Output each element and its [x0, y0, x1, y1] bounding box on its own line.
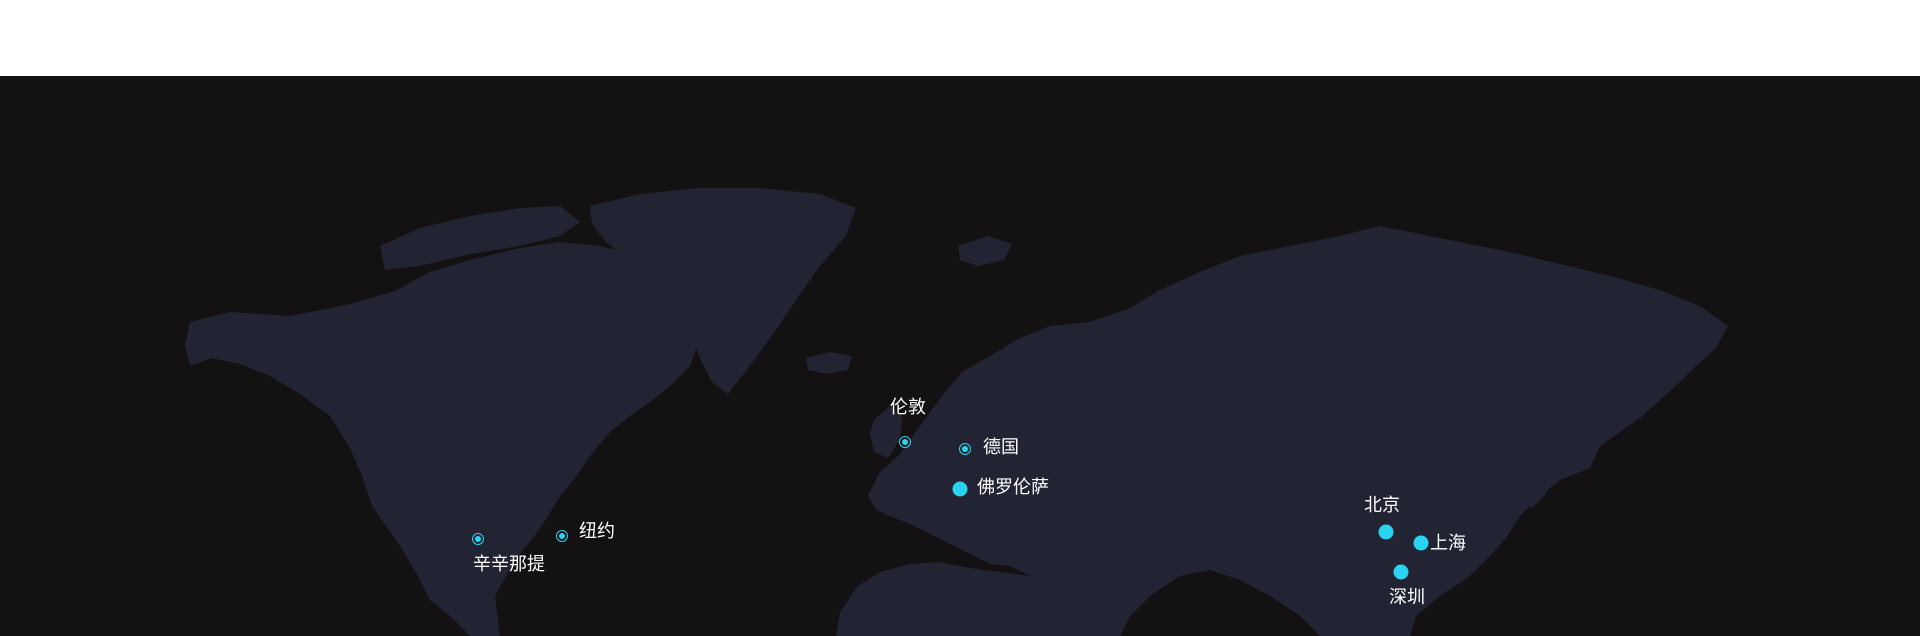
top-blank-area — [0, 0, 1920, 76]
shenzhen-label: 深圳 — [1389, 587, 1425, 608]
florence-marker[interactable] — [952, 481, 968, 497]
world-map-landmass — [185, 188, 1728, 636]
beijing-label: 北京 — [1364, 495, 1400, 516]
new-york-label: 纽约 — [579, 521, 615, 542]
eurasia-landmass — [868, 226, 1728, 636]
germany-marker[interactable] — [959, 443, 971, 455]
iceland-landmass — [806, 352, 852, 374]
japan-landmass — [1522, 420, 1570, 508]
world-map: 辛辛那提 纽约 伦敦 德国 佛罗伦萨 北京 上海 深圳 — [0, 76, 1920, 636]
taiwan-landmass — [1430, 568, 1444, 590]
germany-label: 德国 — [983, 437, 1019, 458]
british-isles-landmass — [870, 406, 902, 458]
shenzhen-marker[interactable] — [1393, 564, 1409, 580]
north-america-landmass — [185, 242, 700, 636]
svalbard-landmass — [958, 236, 1012, 266]
beijing-marker[interactable] — [1378, 524, 1394, 540]
arctic-islands-landmass — [380, 206, 580, 270]
africa-landmass — [836, 562, 1080, 636]
shanghai-marker[interactable] — [1413, 535, 1429, 551]
cincinnati-marker[interactable] — [472, 533, 484, 545]
london-label: 伦敦 — [890, 397, 926, 418]
new-york-marker[interactable] — [556, 530, 568, 542]
london-marker[interactable] — [899, 436, 911, 448]
shanghai-label: 上海 — [1430, 533, 1466, 554]
florence-label: 佛罗伦萨 — [977, 477, 1049, 498]
greenland-landmass — [590, 188, 856, 394]
cincinnati-label: 辛辛那提 — [473, 554, 545, 575]
